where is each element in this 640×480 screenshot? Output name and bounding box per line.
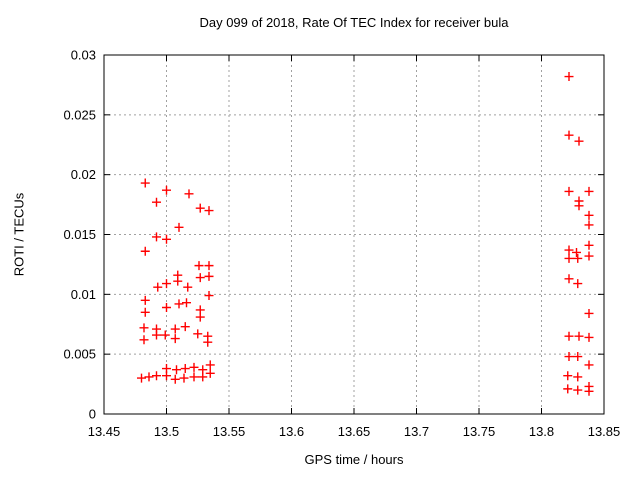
x-tick-label: 13.85 bbox=[588, 424, 621, 439]
data-point-marker bbox=[574, 201, 584, 211]
x-tick-label: 13.45 bbox=[88, 424, 121, 439]
data-point-marker bbox=[564, 253, 574, 263]
y-tick-label: 0.025 bbox=[63, 107, 96, 122]
data-point-marker bbox=[573, 253, 583, 263]
x-tick-label: 13.6 bbox=[279, 424, 304, 439]
data-point-marker bbox=[573, 279, 583, 289]
y-tick-label: 0 bbox=[89, 407, 96, 422]
data-point-marker bbox=[189, 362, 199, 372]
data-point-marker bbox=[170, 334, 180, 344]
axis-ticks bbox=[103, 54, 605, 415]
data-point-marker bbox=[162, 234, 171, 244]
data-point-marker bbox=[137, 373, 146, 383]
data-point-marker bbox=[584, 210, 594, 220]
data-point-marker bbox=[140, 178, 150, 188]
data-point-marker bbox=[564, 331, 574, 341]
y-tick-label: 0.03 bbox=[71, 48, 96, 63]
data-point-marker bbox=[184, 189, 194, 199]
data-point-marker bbox=[574, 136, 584, 146]
y-tick-label: 0.015 bbox=[63, 227, 96, 242]
data-point-marker bbox=[144, 372, 154, 382]
data-point-marker bbox=[572, 247, 581, 257]
data-point-marker bbox=[152, 330, 161, 340]
data-point-marker bbox=[584, 251, 594, 261]
data-point-marker bbox=[564, 130, 574, 140]
data-point-marker bbox=[204, 291, 214, 301]
chart-title: Day 099 of 2018, Rate Of TEC Index for r… bbox=[199, 15, 509, 30]
grid-lines bbox=[104, 55, 604, 414]
x-tick-label: 13.65 bbox=[338, 424, 371, 439]
data-point-marker bbox=[195, 203, 205, 213]
data-point-marker bbox=[584, 186, 594, 196]
data-point-marker bbox=[140, 295, 150, 305]
x-tick-label: 13.75 bbox=[463, 424, 496, 439]
data-point-marker bbox=[173, 276, 183, 286]
data-point-marker bbox=[162, 279, 171, 289]
x-tick-label: 13.55 bbox=[213, 424, 246, 439]
data-point-marker bbox=[152, 232, 161, 242]
data-point-marker bbox=[162, 185, 171, 195]
data-point-marker bbox=[564, 352, 574, 362]
data-point-marker bbox=[140, 246, 150, 256]
data-point-marker bbox=[195, 273, 205, 283]
data-point-marker bbox=[189, 372, 199, 382]
data-point-marker bbox=[564, 72, 574, 82]
data-point-marker bbox=[162, 371, 171, 381]
data-point-marker bbox=[573, 352, 583, 362]
x-tick-label: 13.7 bbox=[404, 424, 429, 439]
data-point-marker bbox=[172, 365, 181, 375]
data-point-marker bbox=[584, 332, 594, 342]
x-axis-label: GPS time / hours bbox=[304, 452, 404, 467]
x-tick-label: 13.5 bbox=[154, 424, 179, 439]
data-point-marker bbox=[573, 385, 583, 395]
data-point-marker bbox=[139, 323, 149, 333]
data-point-marker bbox=[584, 220, 594, 230]
data-point-marker bbox=[205, 360, 215, 370]
data-point-marker bbox=[584, 308, 594, 318]
x-tick-label: 13.8 bbox=[529, 424, 554, 439]
data-point-marker bbox=[574, 331, 584, 341]
y-tick-label: 0.02 bbox=[71, 167, 96, 182]
data-point-marker bbox=[204, 271, 214, 281]
data-point-marker bbox=[193, 329, 203, 339]
data-point-marker bbox=[140, 307, 150, 317]
y-tick-label: 0.005 bbox=[63, 347, 96, 362]
data-point-marker bbox=[139, 335, 149, 345]
data-point-marker bbox=[573, 372, 583, 382]
data-point-marker bbox=[170, 374, 180, 384]
data-point-marker bbox=[194, 261, 204, 271]
data-points bbox=[137, 72, 594, 396]
data-point-marker bbox=[205, 368, 215, 378]
tick-labels: 13.45 13.5 13.55 13.6 13.65 13.7 13.75 13.8 13.8… bbox=[63, 48, 620, 440]
data-point-marker bbox=[152, 197, 161, 207]
data-point-marker bbox=[170, 324, 180, 334]
data-point-marker bbox=[564, 186, 574, 196]
data-point-marker bbox=[195, 312, 205, 322]
data-point-marker bbox=[584, 360, 594, 370]
data-point-marker bbox=[204, 206, 214, 216]
data-point-marker bbox=[584, 240, 594, 250]
data-point-marker bbox=[162, 302, 171, 312]
y-tick-label: 0.01 bbox=[71, 287, 96, 302]
data-point-marker bbox=[584, 386, 594, 396]
data-point-marker bbox=[152, 371, 161, 381]
data-point-marker bbox=[180, 322, 190, 332]
data-point-marker bbox=[183, 282, 193, 292]
data-point-marker bbox=[182, 298, 191, 308]
data-point-marker bbox=[179, 373, 189, 383]
data-point-marker bbox=[198, 372, 208, 382]
data-point-marker bbox=[563, 371, 573, 381]
data-point-marker bbox=[203, 337, 213, 347]
data-point-marker bbox=[174, 222, 184, 232]
data-point-marker bbox=[564, 274, 574, 284]
data-point-marker bbox=[160, 330, 170, 340]
data-point-marker bbox=[563, 384, 573, 394]
data-point-marker bbox=[564, 245, 574, 255]
data-point-marker bbox=[153, 282, 163, 292]
data-point-marker bbox=[174, 299, 184, 309]
data-point-marker bbox=[204, 261, 214, 271]
data-point-marker bbox=[180, 364, 190, 374]
